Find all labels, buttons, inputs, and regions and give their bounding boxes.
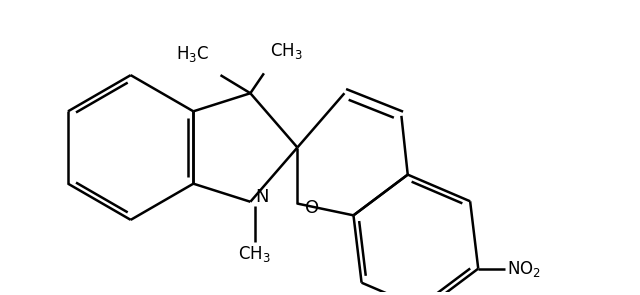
Text: N: N [255,188,269,206]
Text: NO$_2$: NO$_2$ [507,259,541,279]
Text: H$_3$C: H$_3$C [177,44,210,64]
Text: CH$_3$: CH$_3$ [239,244,271,264]
Text: O: O [305,199,319,217]
Text: CH$_3$: CH$_3$ [270,41,303,61]
